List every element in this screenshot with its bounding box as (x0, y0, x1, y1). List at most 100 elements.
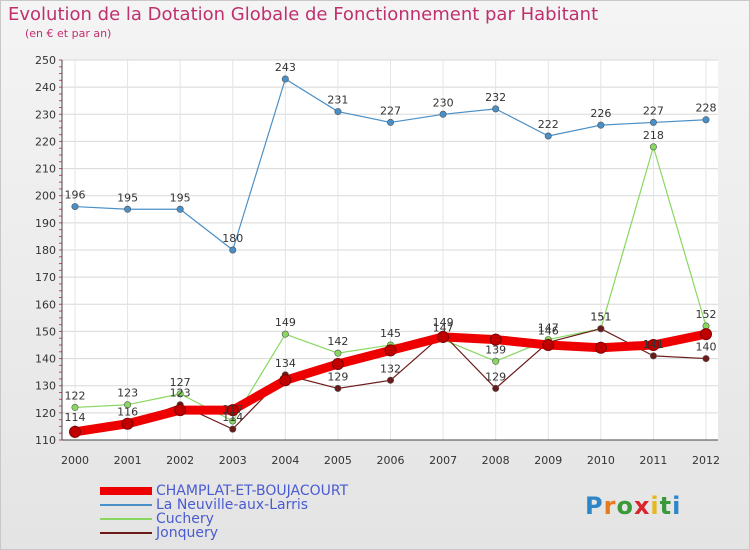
data-point-3 (492, 384, 500, 392)
logo-letter: x (633, 492, 651, 520)
legend-label-champlat: CHAMPLAT-ET-BOUJACOURT (156, 483, 349, 499)
data-label-2: 139 (485, 343, 506, 356)
data-point-0 (489, 333, 502, 346)
data-point-1 (439, 110, 447, 118)
data-point-1 (544, 132, 552, 140)
data-point-0 (542, 339, 555, 351)
y-tick-label: 140 (35, 353, 56, 366)
data-label-2: 127 (170, 376, 191, 389)
data-point-2 (492, 357, 500, 365)
data-label-3: 129 (327, 370, 348, 383)
legend-label-cuchery: Cuchery (156, 511, 214, 527)
data-label-1: 227 (380, 104, 401, 117)
data-label-2: 147 (433, 322, 454, 335)
chart-title: Evolution de la Dotation Globale de Fonc… (8, 4, 599, 25)
data-label-1: 226 (590, 107, 611, 120)
data-point-2 (334, 349, 342, 357)
data-label-3: 141 (643, 338, 664, 351)
data-point-1 (597, 121, 605, 129)
logo-letter: i (672, 492, 682, 520)
y-tick-label: 160 (35, 298, 56, 311)
legend-label-jonquery: Jonquery (156, 525, 218, 541)
data-point-1 (702, 116, 710, 124)
y-tick-label: 120 (35, 407, 56, 420)
data-point-3 (229, 425, 237, 433)
data-label-3: 151 (590, 311, 611, 324)
y-tick-label: 250 (35, 54, 56, 67)
data-label-1: 195 (170, 191, 191, 204)
data-label-2: 149 (275, 316, 296, 329)
legend-item-champlat: CHAMPLAT-ET-BOUJACOURT (100, 484, 348, 498)
x-tick-label: 2004 (271, 454, 299, 467)
data-point-0 (226, 404, 239, 417)
data-point-0 (174, 404, 187, 417)
data-label-3: 114 (222, 411, 243, 424)
data-point-1 (281, 75, 289, 83)
y-tick-label: 210 (35, 163, 56, 176)
x-tick-label: 2007 (429, 454, 457, 467)
data-point-3 (386, 376, 394, 384)
data-label-1: 222 (538, 118, 559, 131)
data-point-0 (279, 374, 292, 387)
legend-swatch-jonquery (100, 532, 152, 534)
x-tick-label: 2010 (587, 454, 615, 467)
y-tick-label: 180 (35, 244, 56, 257)
data-point-0 (331, 358, 344, 370)
legend-swatch-cuchery (100, 518, 152, 520)
data-label-3: 149 (433, 316, 454, 329)
data-label-1: 195 (117, 191, 138, 204)
logo-letter: i (650, 492, 660, 520)
data-point-0 (647, 339, 660, 351)
data-point-3 (649, 352, 657, 360)
x-tick-label: 2005 (324, 454, 352, 467)
y-tick-label: 220 (35, 135, 56, 148)
data-point-0 (121, 417, 134, 430)
legend-label-la-neuville: La Neuville-aux-Larris (156, 497, 309, 513)
x-tick-label: 2000 (61, 454, 89, 467)
data-point-1 (176, 205, 184, 213)
chart-subtitle: (en € et par an) (25, 27, 112, 40)
y-tick-label: 110 (35, 434, 56, 447)
data-point-3 (597, 325, 605, 333)
legend-item-cuchery: Cuchery (100, 512, 348, 526)
data-point-2 (281, 330, 289, 338)
y-tick-label: 170 (35, 271, 56, 284)
x-tick-label: 2002 (166, 454, 194, 467)
data-label-2: 123 (117, 387, 138, 400)
data-label-1: 243 (275, 61, 296, 74)
data-point-1 (229, 246, 237, 254)
legend-item-la-neuville: La Neuville-aux-Larris (100, 498, 348, 512)
data-label-3: 129 (485, 370, 506, 383)
x-tick-label: 2011 (639, 454, 667, 467)
x-tick-label: 2001 (114, 454, 142, 467)
chart-legend: CHAMPLAT-ET-BOUJACOURT La Neuville-aux-L… (100, 484, 348, 540)
data-label-2: 218 (643, 129, 664, 142)
y-tick-label: 190 (35, 217, 56, 230)
data-point-0 (384, 344, 397, 357)
x-tick-label: 2006 (377, 454, 405, 467)
data-point-3 (702, 355, 710, 363)
data-label-3: 140 (696, 341, 717, 354)
data-label-1: 232 (485, 91, 506, 104)
data-label-1: 227 (643, 104, 664, 117)
logo-letter: t (659, 492, 673, 520)
data-label-2: 147 (538, 322, 559, 335)
legend-swatch-la-neuville (100, 504, 152, 506)
y-tick-label: 200 (35, 190, 56, 203)
x-tick-label: 2008 (482, 454, 510, 467)
data-label-1: 228 (696, 102, 717, 115)
data-point-0 (594, 341, 607, 354)
data-point-1 (124, 205, 132, 213)
y-tick-label: 240 (35, 81, 56, 94)
data-label-3: 114 (65, 411, 86, 424)
data-point-2 (124, 401, 132, 409)
logo-letter: o (616, 492, 634, 520)
data-label-2: 142 (327, 335, 348, 348)
x-tick-label: 2009 (534, 454, 562, 467)
data-point-3 (334, 384, 342, 392)
data-point-0 (700, 328, 712, 341)
data-point-0 (69, 425, 81, 438)
data-point-1 (492, 105, 500, 113)
y-tick-label: 150 (35, 325, 56, 338)
